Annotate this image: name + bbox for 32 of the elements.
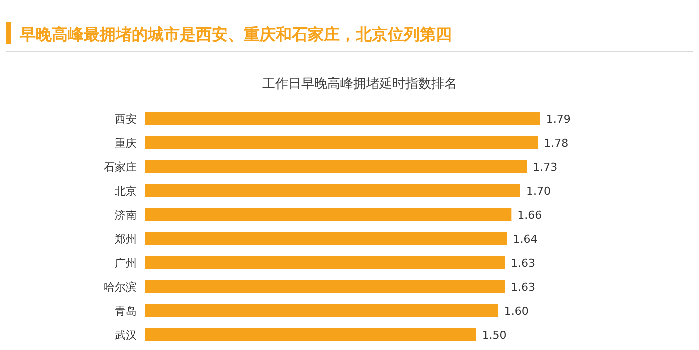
data-label: 1.63 (511, 257, 536, 270)
y-tick-label: 石家庄 (104, 161, 137, 174)
data-label: 1.63 (511, 281, 536, 294)
data-label: 1.79 (546, 113, 571, 126)
y-tick-label: 郑州 (115, 233, 137, 246)
data-label: 1.78 (544, 137, 569, 150)
bar (145, 304, 498, 318)
data-label: 1.60 (504, 305, 529, 318)
bar (145, 112, 540, 126)
data-label: 1.73 (533, 161, 558, 174)
bar (145, 256, 506, 270)
data-label: 1.66 (518, 209, 542, 222)
y-tick-label: 北京 (115, 185, 137, 198)
chart-subtitle: 工作日早晚高峰拥堵延时指数排名 (262, 76, 458, 92)
data-label: 1.50 (482, 329, 507, 342)
data-label: 1.64 (513, 233, 538, 246)
bar (145, 184, 520, 198)
bar (145, 160, 528, 174)
bar (145, 208, 512, 222)
bar (145, 232, 508, 246)
y-tick-label: 武汉 (115, 329, 137, 342)
y-tick-label: 青岛 (115, 305, 137, 318)
bar (145, 328, 476, 342)
bar (145, 136, 538, 150)
y-tick-label: 济南 (115, 209, 137, 222)
y-tick-label: 重庆 (115, 137, 137, 150)
data-label: 1.70 (526, 185, 551, 198)
y-tick-label: 西安 (115, 113, 137, 126)
bar (145, 280, 506, 294)
y-tick-label: 哈尔滨 (104, 281, 137, 294)
y-tick-label: 广州 (115, 257, 137, 270)
chart-title: 早晚高峰最拥堵的城市是西安、重庆和石家庄，北京位列第四 (19, 25, 452, 44)
